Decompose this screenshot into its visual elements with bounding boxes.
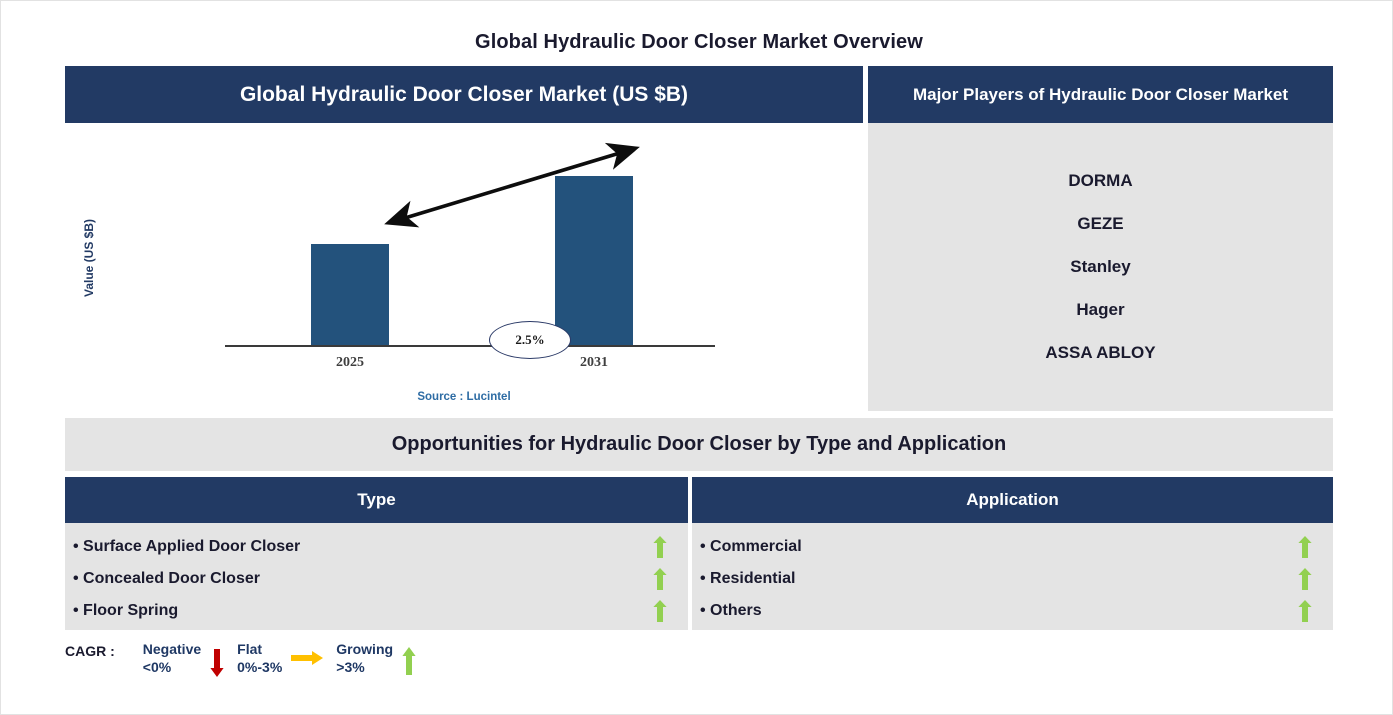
bar-2031	[555, 176, 633, 345]
cagr-callout: 2.5%	[489, 321, 571, 359]
type-column-header: Type	[65, 477, 688, 523]
trend-cell	[650, 600, 670, 622]
legend-item-growing: Growing >3%	[336, 639, 425, 676]
type-item-label: • Floor Spring	[73, 602, 179, 619]
legend-negative-range: <0%	[142, 658, 172, 675]
list-item: • Surface Applied Door Closer	[65, 531, 688, 563]
major-players-panel: DORMA GEZE Stanley Hager ASSA ABLOY	[868, 123, 1333, 411]
trend-cell	[1295, 536, 1315, 558]
y-axis-label: Value (US $B)	[82, 218, 96, 298]
application-item-label: • Residential	[700, 570, 796, 587]
list-item: • Floor Spring	[65, 595, 688, 627]
list-item: • Others	[692, 595, 1333, 627]
player-item: Hager	[1076, 299, 1125, 319]
type-item-label: • Surface Applied Door Closer	[73, 538, 301, 555]
type-item-label: • Concealed Door Closer	[73, 570, 260, 587]
application-column-header: Application	[692, 477, 1333, 523]
players-panel-header: Major Players of Hydraulic Door Closer M…	[868, 66, 1333, 123]
arrow-up-icon	[653, 600, 667, 622]
cagr-growth-arrow-icon	[384, 142, 640, 228]
opportunities-band: Opportunities for Hydraulic Door Closer …	[65, 418, 1333, 471]
opportunities-title: Opportunities for Hydraulic Door Closer …	[391, 433, 1007, 455]
market-chart-panel: Value (US $B) 2025 2031 2.5%	[65, 123, 863, 411]
list-item: • Concealed Door Closer	[65, 563, 688, 595]
list-item: • Residential	[692, 563, 1333, 595]
application-item-label: • Commercial	[700, 538, 802, 555]
chart-panel-header: Global Hydraulic Door Closer Market (US …	[65, 66, 863, 123]
arrow-up-icon	[1298, 600, 1312, 622]
arrow-up-icon	[653, 536, 667, 558]
x-axis-line	[225, 345, 715, 347]
legend-growing-label: Growing	[336, 641, 394, 657]
legend-flat-label: Flat	[237, 641, 263, 657]
trend-cell	[650, 536, 670, 558]
player-item: GEZE	[1077, 213, 1124, 233]
arrow-up-icon	[1298, 536, 1312, 558]
bar-chart-plot: Value (US $B) 2025 2031 2.5%	[65, 123, 863, 411]
legend-item-flat: Flat 0%-3%	[237, 639, 332, 676]
legend-growing-icon-wrap	[393, 639, 425, 675]
player-item: ASSA ABLOY	[1045, 342, 1156, 362]
trend-cell	[1295, 600, 1315, 622]
page-title: Global Hydraulic Door Closer Market Over…	[475, 31, 923, 53]
chart-source-note: Source : Lucintel	[417, 391, 511, 403]
legend-negative-label: Negative	[142, 641, 202, 657]
arrow-up-icon	[402, 647, 416, 675]
list-item: • Commercial	[692, 531, 1333, 563]
application-item-label: • Others	[700, 602, 762, 619]
x-tick-2031: 2031	[580, 355, 608, 370]
arrow-down-icon	[210, 647, 224, 677]
legend-flat-range: 0%-3%	[237, 658, 283, 675]
legend-item-negative: Negative <0%	[143, 639, 233, 677]
legend-flat-text: Flat 0%-3%	[237, 639, 282, 676]
cagr-legend: CAGR : Negative <0% Flat 0%-3%	[65, 639, 429, 691]
arrow-right-icon	[291, 650, 324, 666]
application-column-body: • Commercial • Residential • Others	[692, 523, 1333, 630]
legend-growing-text: Growing >3%	[336, 639, 393, 676]
legend-growing-range: >3%	[336, 658, 365, 675]
type-column-body: • Surface Applied Door Closer • Conceale…	[65, 523, 688, 630]
player-item: DORMA	[1068, 170, 1133, 190]
trend-cell	[650, 568, 670, 590]
legend-negative-text: Negative <0%	[143, 639, 201, 676]
arrow-up-icon	[653, 568, 667, 590]
bar-2025	[311, 244, 389, 345]
x-tick-2025: 2025	[336, 355, 364, 370]
legend-negative-icon-wrap	[201, 639, 233, 677]
cagr-legend-title: CAGR :	[65, 643, 115, 659]
trend-cell	[1295, 568, 1315, 590]
legend-flat-icon-wrap	[282, 639, 332, 675]
player-item: Stanley	[1070, 256, 1131, 276]
arrow-up-icon	[1298, 568, 1312, 590]
